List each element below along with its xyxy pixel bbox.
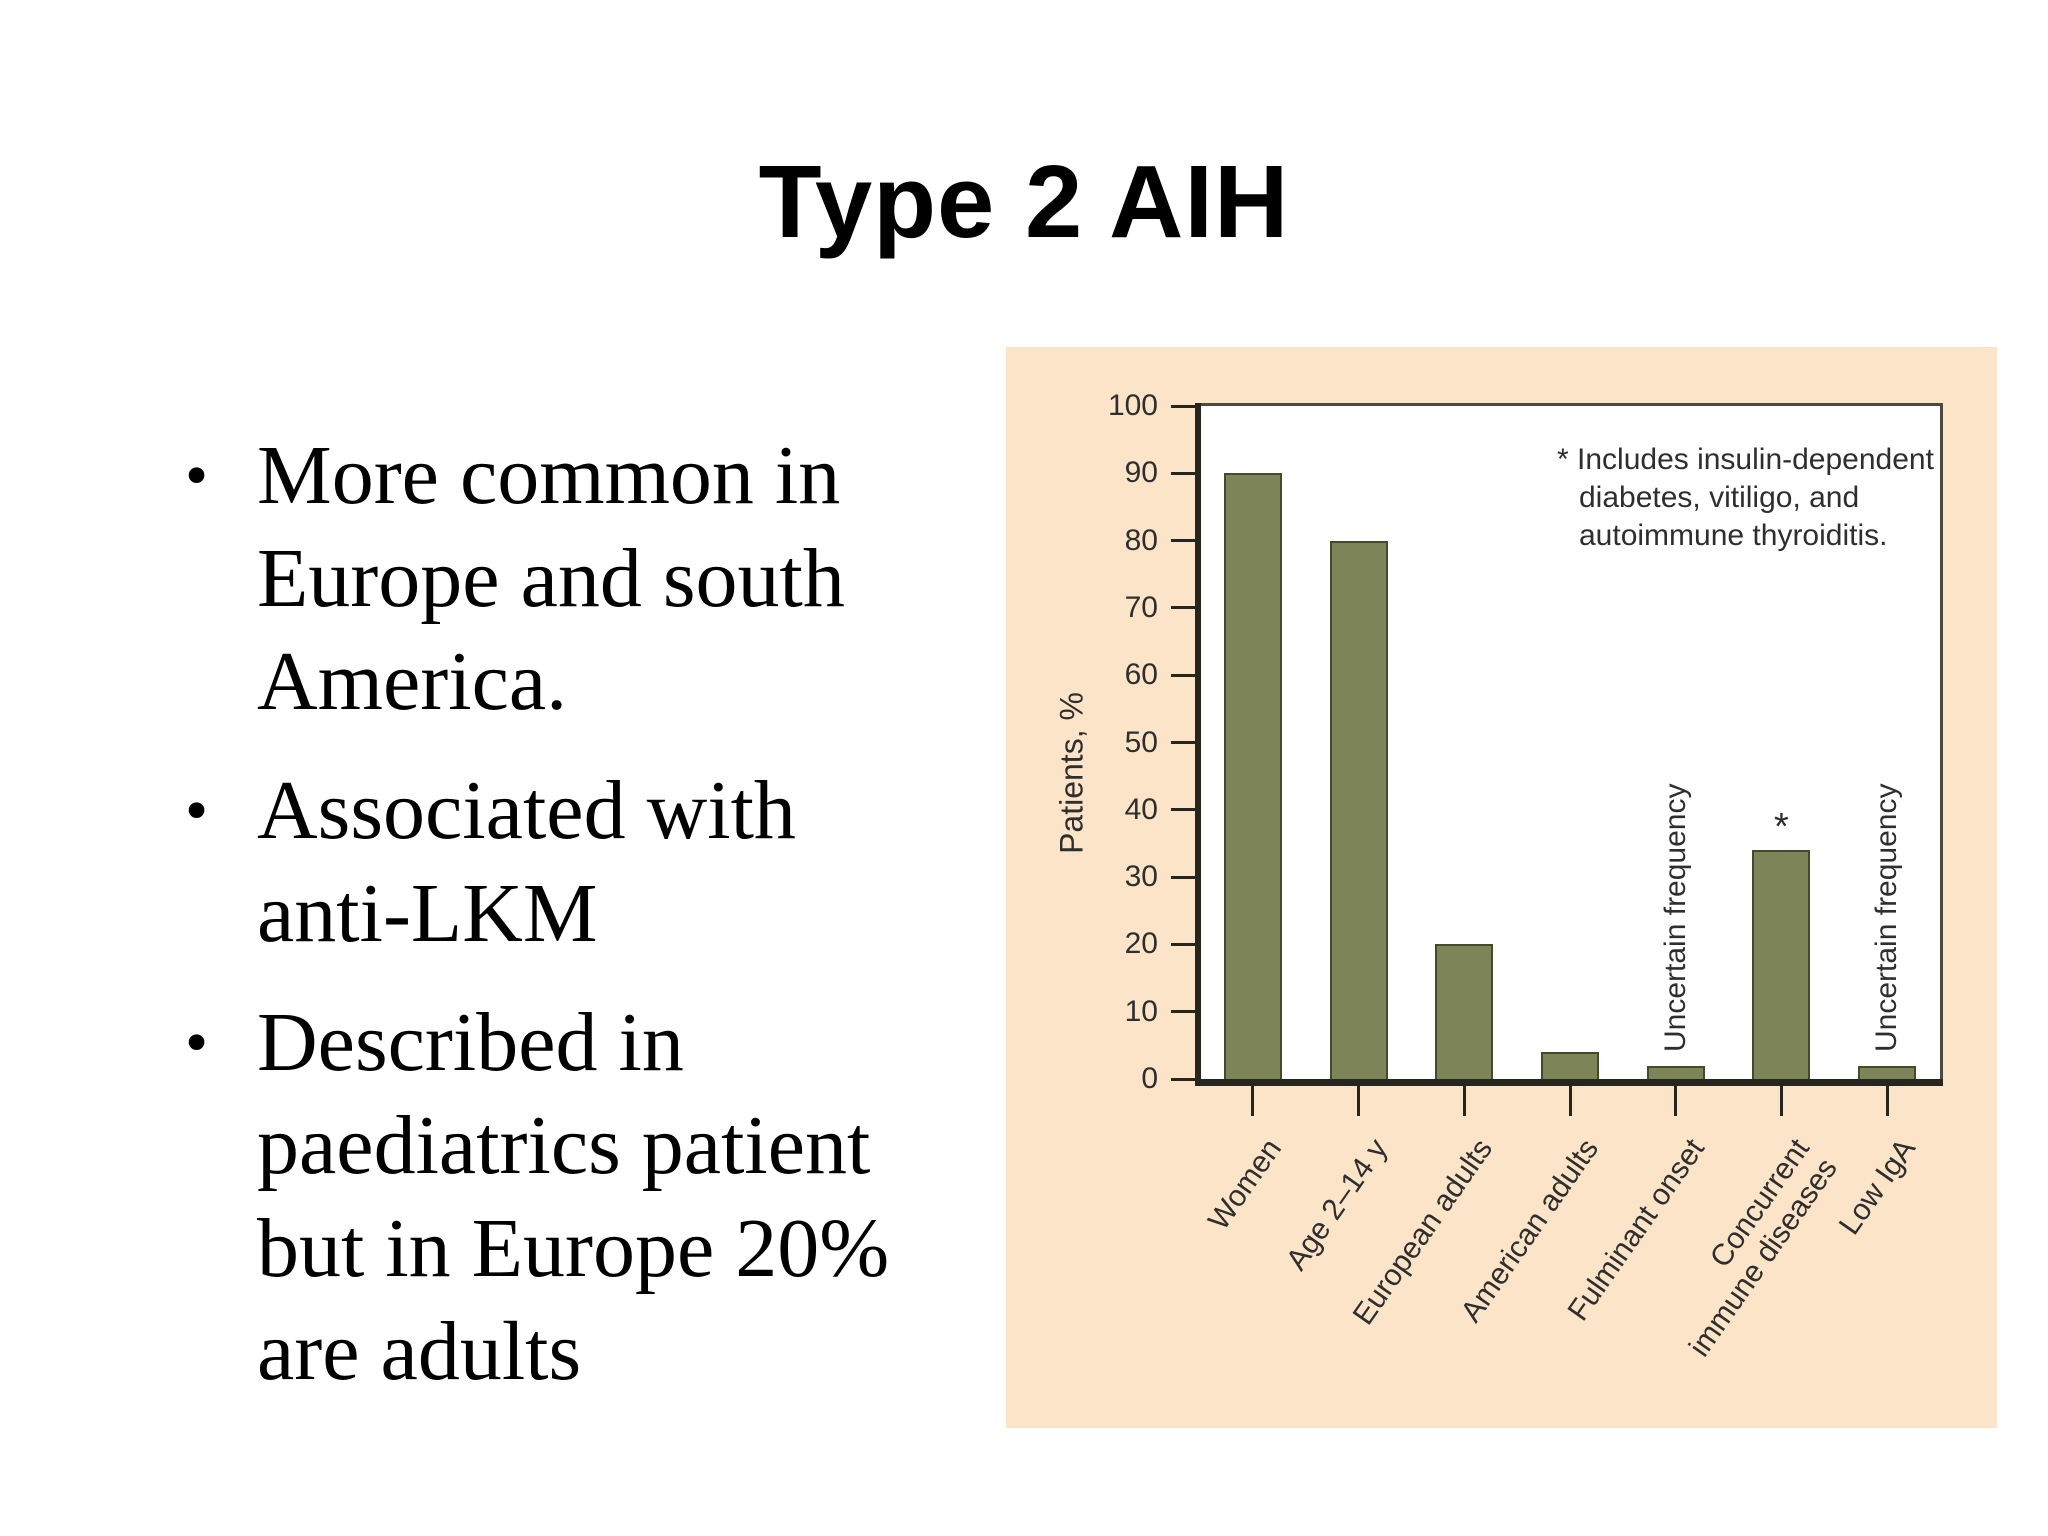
chart-footnote: * Includes insulin-dependent diabetes, v…	[1557, 441, 1934, 555]
bar-american-adults	[1541, 1052, 1599, 1079]
y-tick-90	[1171, 471, 1197, 475]
y-tick-30	[1171, 875, 1197, 879]
y-tick-label-40: 40	[1124, 792, 1158, 826]
bullet-line: paediatrics patient	[257, 1099, 871, 1192]
x-tick-american-adults	[1568, 1086, 1572, 1116]
footnote-line: diabetes, vitiligo, and	[1579, 481, 1860, 514]
y-tick-50	[1171, 741, 1197, 744]
annotation-low-iga: Uncertain frequency	[1870, 783, 1904, 1052]
y-axis-line	[1195, 403, 1201, 1086]
footnote-line: autoimmune thyroiditis.	[1579, 519, 1888, 552]
y-axis-title: Patients, %	[1053, 692, 1090, 854]
bullet-line: More common in	[257, 429, 841, 522]
x-axis-line	[1195, 1079, 1943, 1086]
y-tick-label-0: 0	[1141, 1062, 1158, 1095]
y-tick-label-50: 50	[1124, 725, 1158, 759]
x-tick-low-iga	[1885, 1086, 1889, 1116]
significance-star-concurrent-immune-diseases: *	[1774, 806, 1789, 849]
y-tick-label-30: 30	[1124, 860, 1158, 894]
y-tick-10	[1171, 1010, 1197, 1014]
annotation-fulminant-onset: Uncertain frequency	[1658, 783, 1692, 1052]
footnote-line: * Includes insulin-dependent	[1557, 443, 1934, 476]
list-item: • Associated with anti-LKM	[185, 759, 945, 965]
bullet-list: • More common in Europe and south Americ…	[185, 424, 945, 1429]
bullet-line: America.	[257, 635, 568, 728]
y-tick-40	[1171, 808, 1197, 812]
bar-age-2-14-y	[1329, 540, 1388, 1079]
x-tick-age-2-14-y	[1357, 1086, 1361, 1116]
y-tick-60	[1171, 673, 1197, 677]
plot-area	[1197, 403, 1943, 1082]
bullet-line: Described in	[257, 996, 684, 1089]
bar-chart: Patients, % * Includes insulin-dependent…	[1006, 347, 1997, 1428]
bullet-icon: •	[185, 439, 209, 512]
bullet-line: Europe and south	[257, 532, 845, 625]
y-tick-label-90: 90	[1124, 456, 1158, 490]
slide-title: Type 2 AIH	[758, 144, 1290, 259]
y-tick-label-10: 10	[1124, 994, 1158, 1028]
list-item: • Described in paediatrics patient but i…	[185, 991, 945, 1403]
y-tick-label-80: 80	[1124, 523, 1158, 557]
x-tick-fulminant-onset	[1674, 1086, 1678, 1116]
y-tick-100	[1171, 404, 1197, 408]
x-tick-concurrent-immune-diseases	[1779, 1086, 1783, 1116]
x-tick-women	[1251, 1086, 1255, 1116]
y-tick-80	[1171, 539, 1197, 543]
bar-european-adults	[1435, 944, 1494, 1079]
y-tick-label-70: 70	[1124, 590, 1158, 624]
bar-fulminant-onset	[1646, 1065, 1705, 1079]
bar-women	[1223, 473, 1282, 1079]
bullet-line: but in Europe 20%	[257, 1202, 890, 1295]
bullet-line: Associated with	[257, 764, 796, 857]
bar-concurrent-immune-diseases	[1752, 850, 1811, 1079]
y-tick-label-60: 60	[1124, 658, 1158, 692]
bullet-icon: •	[185, 774, 209, 847]
bar-low-iga	[1858, 1065, 1917, 1079]
x-tick-european-adults	[1462, 1086, 1466, 1116]
y-tick-70	[1171, 606, 1197, 610]
y-tick-label-20: 20	[1124, 927, 1158, 961]
list-item: • More common in Europe and south Americ…	[185, 424, 945, 733]
bullet-icon: •	[185, 1006, 209, 1079]
y-tick-label-100: 100	[1107, 389, 1158, 422]
bullet-line: are adults	[257, 1305, 582, 1398]
bullet-line: anti-LKM	[257, 867, 598, 960]
y-tick-20	[1171, 942, 1197, 946]
y-tick-0	[1171, 1077, 1197, 1081]
